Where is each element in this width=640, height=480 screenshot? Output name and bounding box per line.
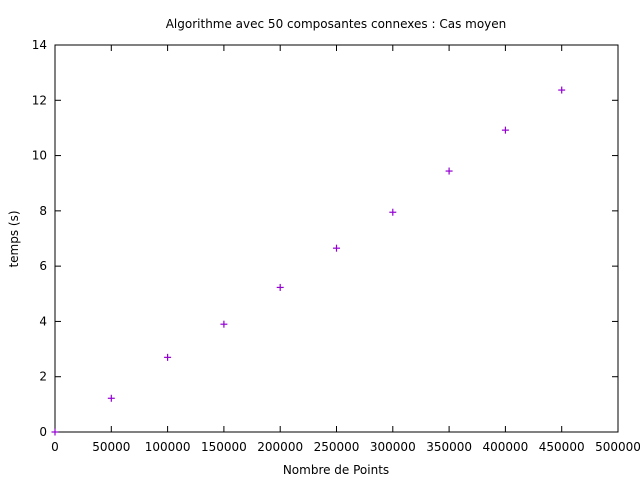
data-point xyxy=(276,283,284,291)
x-tick-label: 350000 xyxy=(426,440,472,454)
x-tick-label: 100000 xyxy=(145,440,191,454)
x-axis-label: Nombre de Points xyxy=(283,463,389,477)
data-point xyxy=(333,244,340,252)
x-tick-label: 400000 xyxy=(482,440,528,454)
y-tick-label: 4 xyxy=(39,314,47,328)
x-tick-label: 200000 xyxy=(257,440,303,454)
x-tick-label: 250000 xyxy=(314,440,360,454)
plot-frame xyxy=(54,44,619,433)
x-tick-label: 300000 xyxy=(370,440,416,454)
data-point xyxy=(51,428,59,436)
x-tick-label: 500000 xyxy=(595,440,640,454)
y-tick-label: 2 xyxy=(39,370,47,384)
chart-title: Algorithme avec 50 composantes connexes … xyxy=(166,17,507,31)
data-point xyxy=(558,86,566,94)
y-tick-label: 0 xyxy=(39,425,47,439)
x-axis: 0 50000 100000 150000 200000 250000 300000 3500… xyxy=(51,45,640,454)
data-point xyxy=(107,394,115,402)
data-point xyxy=(389,208,397,216)
data-point xyxy=(445,167,453,175)
y-axis-label: temps (s) xyxy=(7,210,21,267)
x-tick-label: 150000 xyxy=(201,440,247,454)
data-point xyxy=(501,126,509,134)
y-tick-label: 10 xyxy=(32,149,47,163)
y-tick-label: 12 xyxy=(32,93,47,107)
x-tick-label: 450000 xyxy=(539,440,585,454)
y-tick-label: 6 xyxy=(39,259,47,273)
y-tick-label: 14 xyxy=(32,38,47,52)
data-point xyxy=(220,320,228,328)
x-tick-label: 50000 xyxy=(92,440,130,454)
y-tick-label: 8 xyxy=(39,204,47,218)
y-axis: 0 2 4 6 8 10 12 14 xyxy=(32,38,618,439)
x-tick-label: 0 xyxy=(51,440,59,454)
data-point xyxy=(164,353,172,361)
data-points xyxy=(51,86,566,436)
